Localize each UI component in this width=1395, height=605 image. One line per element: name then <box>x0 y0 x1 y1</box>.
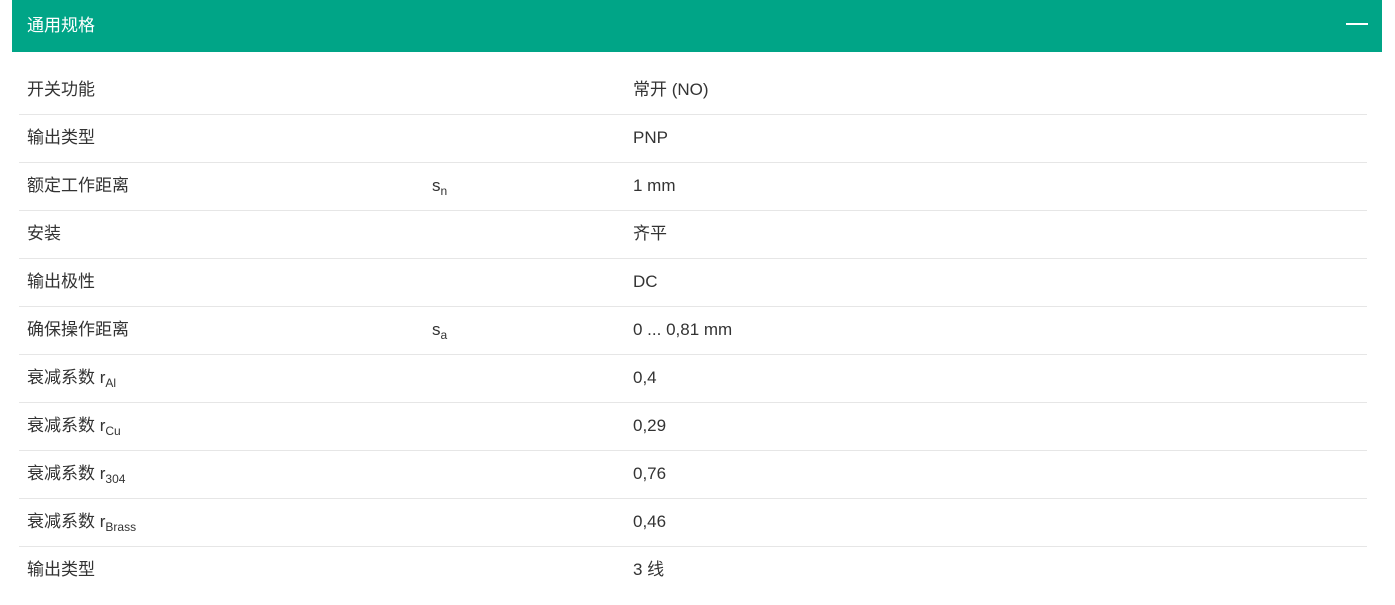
spec-label-subscript: 304 <box>105 472 126 486</box>
spec-row: 开关功能 常开 (NO) <box>19 67 1367 115</box>
spec-label-text: 衰减系数 r <box>27 464 106 483</box>
spec-value: 0 ... 0,81 mm <box>633 320 733 339</box>
spec-label-text: 衰减系数 r <box>27 512 106 531</box>
spec-row: 输出极性 DC <box>19 259 1367 307</box>
spec-label: 衰减系数 r304 <box>27 463 125 485</box>
spec-label-text: 衰减系数 r <box>27 416 106 435</box>
spec-value: 常开 (NO) <box>633 80 709 99</box>
spec-row: 确保操作距离 sa 0 ... 0,81 mm <box>19 307 1367 355</box>
spec-value: 0,76 <box>633 464 667 483</box>
spec-label: 安装 <box>27 223 61 245</box>
spec-symbol-subscript: n <box>440 184 448 198</box>
spec-label: 衰减系数 rAl <box>27 367 116 389</box>
spec-symbol-text: s <box>432 176 441 195</box>
spec-value: 0,29 <box>633 416 667 435</box>
spec-value: 1 mm <box>633 176 676 195</box>
section-header[interactable]: 通用规格 <box>12 0 1382 52</box>
spec-label-text: 开关功能 <box>27 80 95 99</box>
spec-label-text: 输出类型 <box>27 128 95 147</box>
spec-row: 衰减系数 rBrass 0,46 <box>19 499 1367 547</box>
spec-label-text: 确保操作距离 <box>27 320 129 339</box>
spec-label: 输出类型 <box>27 559 95 581</box>
section-title: 通用规格 <box>27 16 95 35</box>
spec-value: PNP <box>633 128 668 147</box>
spec-label-text: 安装 <box>27 224 61 243</box>
spec-row: 输出类型 3 线 <box>19 547 1367 594</box>
spec-value: 齐平 <box>633 224 667 243</box>
spec-row: 衰减系数 rCu 0,29 <box>19 403 1367 451</box>
spec-label-subscript: Al <box>105 376 117 390</box>
spec-label: 确保操作距离 <box>27 319 129 341</box>
spec-label-subscript: Cu <box>105 424 121 438</box>
spec-label: 衰减系数 rBrass <box>27 511 136 533</box>
spec-row: 输出类型 PNP <box>19 115 1367 163</box>
spec-value: 3 线 <box>633 560 665 579</box>
spec-symbol: sn <box>432 175 447 197</box>
spec-label: 开关功能 <box>27 79 95 101</box>
spec-table: 开关功能 常开 (NO) 输出类型 PNP 额定工作距离 sn 1 mm 安装 齐平 输出极性 DC… <box>19 67 1367 594</box>
spec-row: 额定工作距离 sn 1 mm <box>19 163 1367 211</box>
spec-symbol: sa <box>432 319 447 341</box>
spec-label-subscript: Brass <box>105 520 137 534</box>
spec-row: 衰减系数 rAl 0,4 <box>19 355 1367 403</box>
spec-label-text: 输出极性 <box>27 272 95 291</box>
spec-label: 额定工作距离 <box>27 175 129 197</box>
spec-value: DC <box>633 272 658 291</box>
spec-label: 输出极性 <box>27 271 95 293</box>
spec-symbol-subscript: a <box>440 328 448 342</box>
spec-label-text: 衰减系数 r <box>27 368 106 387</box>
spec-row: 衰减系数 r304 0,76 <box>19 451 1367 499</box>
spec-value: 0,4 <box>633 368 657 387</box>
spec-row: 安装 齐平 <box>19 211 1367 259</box>
spec-label: 衰减系数 rCu <box>27 415 121 437</box>
minus-icon[interactable] <box>1346 23 1368 25</box>
spec-label-text: 额定工作距离 <box>27 176 129 195</box>
spec-value: 0,46 <box>633 512 667 531</box>
spec-symbol-text: s <box>432 320 441 339</box>
spec-label: 输出类型 <box>27 127 95 149</box>
spec-label-text: 输出类型 <box>27 560 95 579</box>
